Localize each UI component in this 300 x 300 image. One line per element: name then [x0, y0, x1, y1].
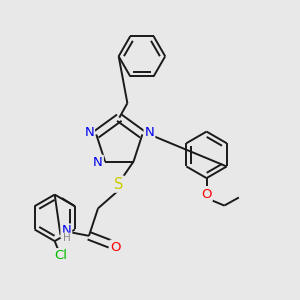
Text: N: N	[84, 126, 94, 139]
Text: N: N	[61, 224, 71, 238]
Text: N: N	[145, 126, 154, 139]
Text: Cl: Cl	[55, 249, 68, 262]
Text: N: N	[93, 156, 103, 169]
Text: H: H	[63, 233, 71, 243]
Text: O: O	[201, 188, 212, 201]
Text: O: O	[110, 241, 121, 254]
Text: S: S	[114, 177, 124, 192]
